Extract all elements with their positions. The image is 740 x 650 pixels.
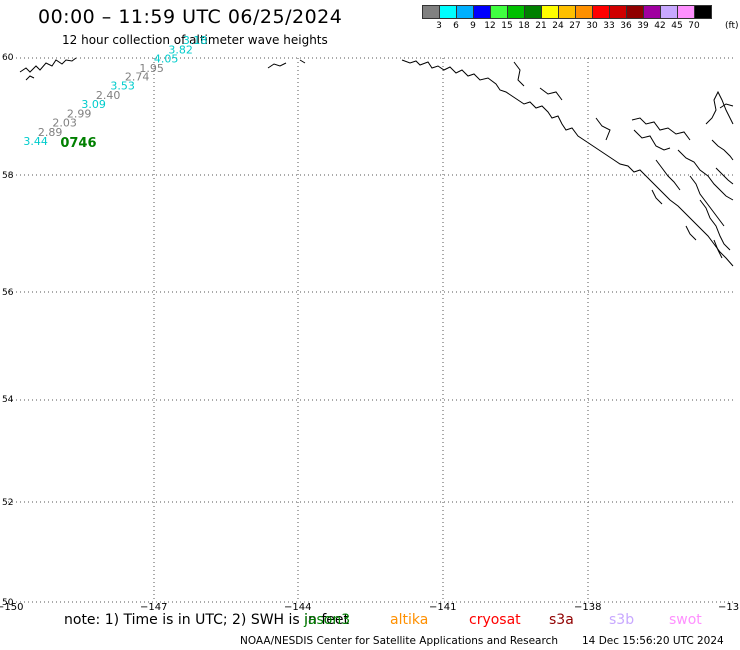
legend-tick-label: 9 <box>470 21 476 31</box>
color-legend: (ft) 3 6 9 12 15 18 21 24 27 30 33 36 39 42 45 70 <box>422 5 739 33</box>
legend-ticks: (ft) 3 6 9 12 15 18 21 24 27 30 33 36 39 42 45 70 <box>422 19 738 33</box>
legend-tick-label: 12 <box>484 21 496 31</box>
satellite-label-jason3: jason3 <box>304 612 351 628</box>
page-subtitle: 12 hour collection of altimeter wave hei… <box>62 33 328 47</box>
lat-label: 58 <box>2 171 14 181</box>
altimeter-track: 3.442.892.032.993.092.403.532.741.954.05… <box>23 34 207 151</box>
coastline-segment <box>267 62 287 69</box>
track-time-label: 0746 <box>60 136 96 151</box>
coastline-segment <box>631 117 691 141</box>
legend-tick-label: 3 <box>436 21 442 31</box>
coastline-segment <box>655 159 681 191</box>
legend-tick-label: 36 <box>620 21 632 31</box>
coastline-segment <box>711 139 734 161</box>
note-text: note: 1) Time is in UTC; 2) SWH is in fe… <box>64 612 350 628</box>
lat-label: 54 <box>2 395 14 405</box>
coastline-segment <box>685 225 697 241</box>
lat-label: 52 <box>2 498 13 508</box>
satellite-label-altika: altika <box>390 612 429 628</box>
wave-height-value: 2.40 <box>96 89 121 102</box>
coastline-segment <box>19 57 77 73</box>
legend-tick-label: 18 <box>518 21 530 31</box>
lat-label: 56 <box>2 288 14 298</box>
coastline-segment <box>677 149 734 201</box>
coastline-segment <box>705 90 734 125</box>
legend-swatch <box>694 5 712 19</box>
legend-tick-label: 39 <box>637 21 649 31</box>
legend-tick-label: 70 <box>688 21 700 31</box>
legend-tick-label: 27 <box>569 21 581 31</box>
wave-height-value: 2.03 <box>52 117 76 130</box>
wave-height-value: 2.99 <box>67 107 92 120</box>
coastline-segment <box>401 59 734 267</box>
page-title: 00:00 – 11:59 UTC 06/25/2024 <box>38 6 343 28</box>
satellite-label-swot: swot <box>669 612 702 628</box>
coastline-segment <box>633 129 671 151</box>
coastline-segment <box>699 199 731 251</box>
lon-label: −144 <box>284 602 311 613</box>
lon-label: −147 <box>140 602 167 613</box>
coastline-segment <box>513 61 525 87</box>
footer-credit: NOAA/NESDIS Center for Satellite Applica… <box>240 635 558 647</box>
wave-height-value: 4.05 <box>154 53 179 66</box>
coastline-segment <box>713 239 723 259</box>
footer-timestamp: 14 Dec 15:56:20 UTC 2024 <box>582 635 724 647</box>
map-grid <box>8 57 733 603</box>
satellite-label-cryosat: cryosat <box>469 612 521 628</box>
lon-label: −141 <box>429 602 456 613</box>
wave-height-value: 3.53 <box>110 80 135 93</box>
wave-height-value: 3.18 <box>183 34 208 47</box>
satellite-label-s3b: s3b <box>609 612 635 628</box>
legend-tick-label: 24 <box>552 21 564 31</box>
legend-tick-label: 42 <box>654 21 666 31</box>
wave-height-value: 3.09 <box>81 98 106 111</box>
wave-height-value: 3.44 <box>23 135 48 148</box>
coastline-segment <box>595 117 611 141</box>
map-axis-labels: 60 58 56 54 52 50−150 −147 −144 −141 −138 −13 <box>0 53 739 613</box>
legend-tick-label: 6 <box>453 21 459 31</box>
legend-tick-label: 45 <box>671 21 683 31</box>
coastline-segment <box>715 167 734 185</box>
legend-tick-label: 30 <box>586 21 598 31</box>
wave-height-value: 3.82 <box>168 43 193 56</box>
legend-swatches <box>422 5 712 19</box>
legend-tick-label: 21 <box>535 21 547 31</box>
wave-height-value: 1.95 <box>139 62 164 75</box>
legend-tick-label: 15 <box>501 21 513 31</box>
lat-label: 60 <box>2 53 14 63</box>
coastline-segment <box>25 75 35 81</box>
lon-label: −138 <box>574 602 601 613</box>
satellite-label-s3a: s3a <box>549 612 574 628</box>
lat-label: 50 <box>2 598 14 608</box>
coastline-segment <box>719 103 734 109</box>
wave-height-value: 2.74 <box>125 70 150 83</box>
coastline-segment <box>689 175 725 227</box>
coastline-segment <box>299 59 306 64</box>
lon-label: −13 <box>718 602 739 613</box>
coastline <box>19 57 734 267</box>
coastline-segment <box>651 189 663 205</box>
legend-tick-label: 33 <box>603 21 615 31</box>
legend-unit: (ft) <box>725 21 739 31</box>
lon-label: −150 <box>0 602 23 613</box>
wave-height-value: 2.89 <box>38 126 63 139</box>
coastline-segment <box>539 87 563 101</box>
